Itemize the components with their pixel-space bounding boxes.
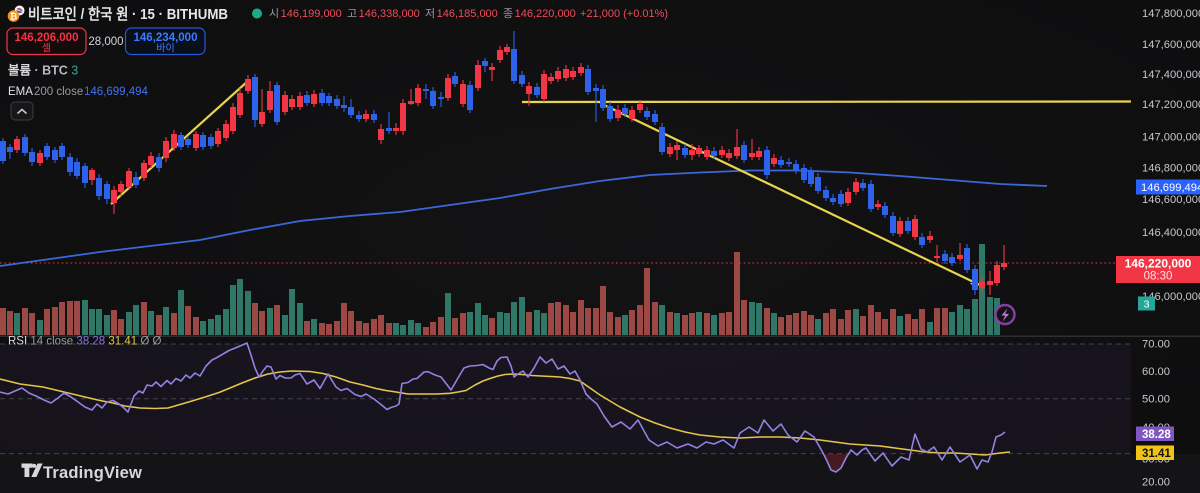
svg-text:₿: ₿ [10,12,17,22]
svg-text:146,400,000: 146,400,000 [1142,227,1200,239]
svg-text:EMA: EMA [8,86,33,98]
svg-text:50.00: 50.00 [1142,394,1170,406]
svg-text:70.00: 70.00 [1142,339,1170,351]
svg-text:38.28: 38.28 [1142,429,1171,441]
svg-text:146,600,000: 146,600,000 [1142,194,1200,206]
svg-text:147,400,000: 147,400,000 [1142,69,1200,81]
svg-text:31.41: 31.41 [1142,448,1171,460]
svg-text:셀: 셀 [42,43,51,55]
svg-text:바이: 바이 [156,43,174,55]
svg-text:볼륨 · BTC 3: 볼륨 · BTC 3 [8,63,78,78]
svg-text:146,206,000: 146,206,000 [15,32,79,44]
svg-text:200 close: 200 close [34,86,83,98]
svg-text:147,200,000: 147,200,000 [1142,99,1200,111]
svg-text:RSI 14 close 38.28 31.41 Ø Ø: RSI 14 close 38.28 31.41 Ø Ø [8,336,162,348]
svg-text:20.00: 20.00 [1142,477,1170,489]
svg-text:3: 3 [1144,299,1150,311]
svg-text:+21,000 (+0.01%): +21,000 (+0.01%) [580,8,668,20]
svg-text:146,800,000: 146,800,000 [1142,163,1200,175]
svg-text:28,000: 28,000 [88,36,123,48]
svg-text:비트코인 / 한국 원 · 15 · BITHUMB: 비트코인 / 한국 원 · 15 · BITHUMB [28,5,228,23]
svg-text:146,699,494: 146,699,494 [1141,182,1200,194]
svg-text:147,800,000: 147,800,000 [1142,8,1200,20]
svg-text:TradingView: TradingView [43,464,142,482]
svg-text:146,000,000: 146,000,000 [1142,291,1200,303]
svg-text:146,234,000: 146,234,000 [134,32,198,44]
svg-text:147,000,000: 147,000,000 [1142,132,1200,144]
svg-text:146,220,000: 146,220,000 [1125,257,1192,271]
svg-text:146,699,494: 146,699,494 [84,86,149,98]
svg-text:08:30: 08:30 [1144,271,1173,283]
svg-text:60.00: 60.00 [1142,366,1170,378]
svg-text:147,600,000: 147,600,000 [1142,39,1200,51]
